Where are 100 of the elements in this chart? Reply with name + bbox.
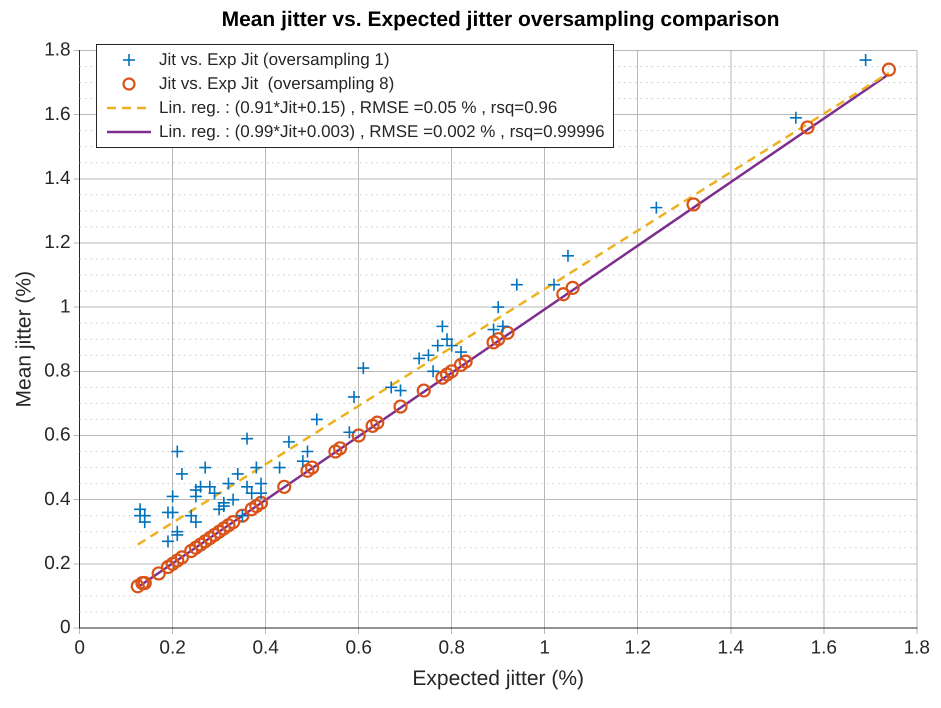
y-tick-label: 1 xyxy=(60,296,71,318)
point xyxy=(436,320,450,334)
point xyxy=(166,490,180,504)
point xyxy=(272,460,286,474)
point xyxy=(444,364,459,378)
point xyxy=(510,278,524,292)
point xyxy=(556,287,570,302)
x-tick-label: 1.6 xyxy=(810,638,837,659)
point xyxy=(440,367,454,382)
point xyxy=(332,441,348,456)
point xyxy=(222,476,236,490)
legend-label: Lin. reg. : (0.91*Jit+0.15) , RMSE =0.05 % , rsq=0.96 xyxy=(159,97,558,119)
point xyxy=(370,416,384,430)
point xyxy=(458,354,473,369)
y-axis-title: Mean jitter (%) xyxy=(12,270,36,408)
point xyxy=(486,322,500,336)
x-tick-label: 1 xyxy=(539,638,550,659)
point xyxy=(342,425,356,440)
point xyxy=(188,540,203,555)
x-tick-label: 1.2 xyxy=(624,638,651,659)
x-tick-label: 0.2 xyxy=(159,638,186,659)
point xyxy=(547,278,561,292)
point xyxy=(160,560,176,574)
legend-label: Lin. reg. : (0.99*Jit+0.003) , RMSE =0.002 % , rsq=0.99996 xyxy=(159,121,605,143)
x-tick-label: 1.8 xyxy=(904,638,930,659)
point xyxy=(789,110,803,125)
y-tick-label: 1.6 xyxy=(44,104,71,125)
point xyxy=(800,120,815,135)
point xyxy=(221,518,236,532)
point xyxy=(305,460,320,475)
point xyxy=(130,579,145,594)
x-tick-label: 0 xyxy=(74,638,85,659)
y-tick-label: 1.4 xyxy=(44,168,72,189)
y-tick-label: 0.4 xyxy=(44,488,72,510)
point xyxy=(174,550,190,565)
x-tick-label: 0.6 xyxy=(345,638,372,659)
point xyxy=(226,515,240,530)
point xyxy=(226,492,240,506)
point xyxy=(240,432,254,446)
point xyxy=(166,556,180,571)
point xyxy=(170,554,184,568)
legend-label: Jit vs. Exp Jit (oversampling 8) xyxy=(159,73,394,95)
point xyxy=(254,496,268,510)
point xyxy=(328,444,343,459)
point xyxy=(161,534,175,548)
point xyxy=(152,566,166,581)
point xyxy=(882,62,896,77)
point xyxy=(491,300,506,314)
y-tick-label: 0.8 xyxy=(44,360,71,382)
point xyxy=(426,364,440,378)
point xyxy=(282,435,296,449)
y-tick-label: 1.8 xyxy=(44,40,71,61)
point xyxy=(491,332,506,346)
point xyxy=(566,280,580,295)
point xyxy=(161,506,175,520)
point xyxy=(393,399,408,414)
point xyxy=(500,326,515,340)
legend-label: Jit vs. Exp Jit (oversampling 1) xyxy=(159,49,390,71)
point xyxy=(212,502,226,516)
point xyxy=(356,361,370,375)
point xyxy=(300,444,314,458)
point xyxy=(244,502,259,516)
point xyxy=(198,460,212,474)
point xyxy=(430,338,445,352)
x-tick-label: 0.4 xyxy=(252,638,280,659)
point xyxy=(422,348,436,362)
point xyxy=(394,384,408,398)
point xyxy=(366,418,380,433)
point xyxy=(347,390,361,404)
point xyxy=(170,524,184,539)
point xyxy=(189,483,203,497)
point xyxy=(296,454,310,468)
point xyxy=(300,464,315,478)
point xyxy=(230,467,245,481)
y-tick-label: 0 xyxy=(60,617,71,638)
point xyxy=(254,476,268,490)
point xyxy=(454,358,468,372)
y-tick-label: 1.2 xyxy=(44,232,71,254)
point xyxy=(561,248,575,263)
point xyxy=(416,383,431,398)
point xyxy=(496,320,510,334)
y-tick-label: 0.2 xyxy=(44,553,71,574)
point xyxy=(384,380,398,394)
point xyxy=(138,576,152,590)
point xyxy=(412,352,426,366)
point xyxy=(184,544,198,558)
point xyxy=(135,576,150,590)
point xyxy=(250,460,264,474)
point xyxy=(310,412,324,426)
point xyxy=(686,197,701,212)
chart-title: Mean jitter vs. Expected jitter oversampling comparison xyxy=(220,8,780,33)
point xyxy=(435,370,450,385)
x-tick-label: 1.4 xyxy=(718,638,744,659)
point xyxy=(352,428,366,443)
point xyxy=(858,53,872,67)
point xyxy=(486,335,501,350)
y-tick-label: 0.6 xyxy=(44,424,71,446)
point xyxy=(175,467,189,481)
x-axis-title: Expected jitter (%) xyxy=(412,667,584,690)
x-tick-label: 0.8 xyxy=(438,638,465,659)
